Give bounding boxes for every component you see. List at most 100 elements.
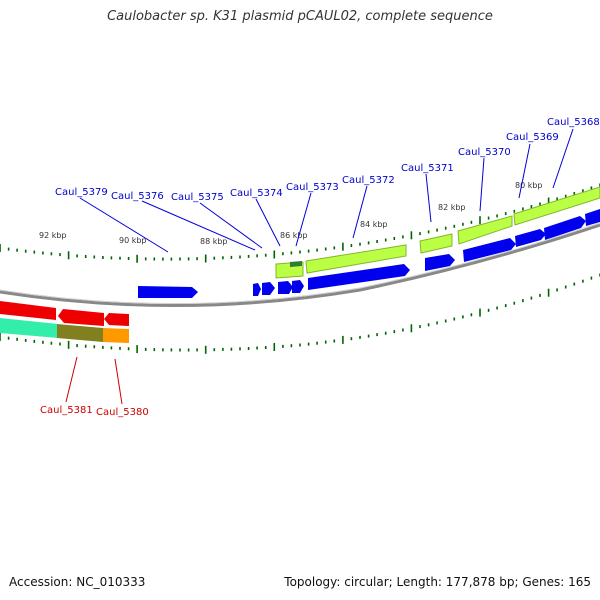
gene-caul-5376[interactable]	[253, 283, 261, 296]
gene-label-caul-5372[interactable]: Caul_5372	[342, 175, 395, 186]
minor-tick	[453, 317, 456, 321]
cog-feature-track[interactable]	[0, 186, 600, 343]
major-tick	[342, 242, 344, 251]
gene-label-caul-5368[interactable]: Caul_5368	[547, 117, 600, 128]
minor-tick	[462, 315, 464, 319]
gene-reverse[interactable]	[0, 301, 56, 320]
major-tick	[67, 251, 70, 260]
minor-tick	[573, 192, 576, 195]
gene-label-leaders	[79, 128, 574, 253]
minor-tick	[324, 340, 327, 344]
kbp-label: 90 kbp	[119, 236, 147, 245]
major-tick	[273, 343, 276, 351]
gene-label-caul-5369[interactable]: Caul_5369	[506, 132, 559, 143]
minor-tick	[264, 253, 267, 257]
minor-tick	[110, 256, 113, 260]
genome-backbone	[0, 223, 600, 307]
minor-tick	[222, 256, 224, 260]
minor-tick	[316, 341, 318, 345]
leader-line	[79, 197, 169, 253]
cog-feature[interactable]	[419, 233, 453, 254]
cog-feature[interactable]	[0, 318, 58, 338]
gene-label-caul-5370[interactable]: Caul_5370	[458, 147, 511, 158]
gene-label-caul-5375[interactable]: Caul_5375	[171, 192, 224, 203]
minor-tick	[590, 186, 593, 190]
minor-tick	[496, 214, 498, 218]
minor-tick	[213, 256, 216, 260]
minor-tick	[256, 254, 258, 258]
minor-tick	[33, 250, 36, 254]
minor-tick	[316, 248, 318, 252]
minor-tick	[530, 296, 533, 300]
minor-tick	[76, 344, 78, 348]
minor-tick	[24, 338, 27, 342]
gene-caul-5371[interactable]	[425, 254, 455, 271]
cog-feature[interactable]	[290, 261, 302, 267]
minor-tick	[24, 249, 27, 253]
minor-tick	[522, 299, 524, 303]
minor-tick	[50, 341, 53, 345]
minor-tick	[359, 335, 361, 339]
gene-label-caul-5379[interactable]: Caul_5379	[55, 187, 108, 198]
minor-tick	[93, 345, 96, 349]
minor-tick	[93, 255, 96, 259]
kbp-label: 80 kbp	[515, 181, 543, 190]
minor-tick	[162, 257, 164, 261]
minor-tick	[376, 333, 378, 337]
minor-tick	[539, 202, 541, 206]
gene-labels[interactable]: Caul_5379 Caul_5376 Caul_5375 Caul_5374 …	[40, 117, 600, 418]
leader-line	[255, 198, 281, 247]
minor-tick	[76, 254, 78, 258]
minor-tick	[230, 347, 233, 351]
major-tick	[479, 216, 481, 225]
gene-caul-5380[interactable]	[104, 313, 129, 326]
minor-tick	[393, 237, 396, 240]
minor-tick	[444, 226, 447, 230]
gene-caul-5369[interactable]	[515, 229, 546, 247]
minor-tick	[582, 189, 584, 193]
cog-feature[interactable]	[57, 324, 103, 342]
major-tick	[479, 308, 481, 317]
minor-tick	[307, 342, 310, 346]
genome-backbone-highlight	[0, 222, 600, 304]
minor-tick	[453, 224, 456, 228]
gene-caul-5374[interactable]	[278, 281, 293, 294]
cog-feature[interactable]	[103, 328, 129, 343]
gene-label-caul-5376[interactable]: Caul_5376	[111, 191, 164, 202]
major-tick	[0, 244, 1, 252]
gene-caul-5373[interactable]	[292, 280, 304, 293]
minor-tick	[196, 348, 198, 352]
gene-label-caul-5374[interactable]: Caul_5374	[230, 188, 283, 199]
gene-label-caul-5371[interactable]: Caul_5371	[401, 163, 454, 174]
cog-feature[interactable]	[513, 186, 600, 226]
minor-tick	[522, 207, 524, 211]
gene-label-caul-5380[interactable]: Caul_5380	[96, 407, 149, 418]
minor-tick	[127, 347, 130, 351]
gene-label-caul-5373[interactable]: Caul_5373	[286, 182, 339, 193]
gene-label-caul-5381[interactable]: Caul_5381	[40, 405, 93, 416]
gene-track[interactable]	[0, 209, 600, 326]
minor-tick	[170, 257, 173, 261]
gene-caul-5381[interactable]	[58, 309, 104, 326]
gene-forward[interactable]	[585, 209, 600, 226]
minor-tick	[556, 288, 558, 292]
genome-info-label: Topology: circular; Length: 177,878 bp; …	[284, 575, 591, 589]
minor-tick	[119, 256, 121, 260]
minor-tick	[222, 347, 224, 351]
map-title: Caulobacter sp. K31 plasmid pCAUL02, com…	[107, 9, 493, 24]
cog-feature[interactable]	[305, 244, 407, 274]
minor-tick	[179, 348, 181, 352]
gene-caul-5372[interactable]	[308, 264, 410, 290]
gene-caul-5370[interactable]	[463, 238, 516, 262]
minor-tick	[33, 339, 36, 343]
minor-tick	[513, 209, 516, 213]
cog-feature[interactable]	[457, 215, 513, 245]
major-tick	[547, 197, 550, 206]
kbp-label: 84 kbp	[360, 220, 388, 229]
minor-tick	[59, 342, 61, 346]
gene-caul-5375[interactable]	[262, 282, 275, 295]
gene-caul-5379[interactable]	[138, 286, 198, 298]
gene-caul-5368[interactable]	[544, 216, 586, 240]
minor-tick	[384, 238, 387, 242]
